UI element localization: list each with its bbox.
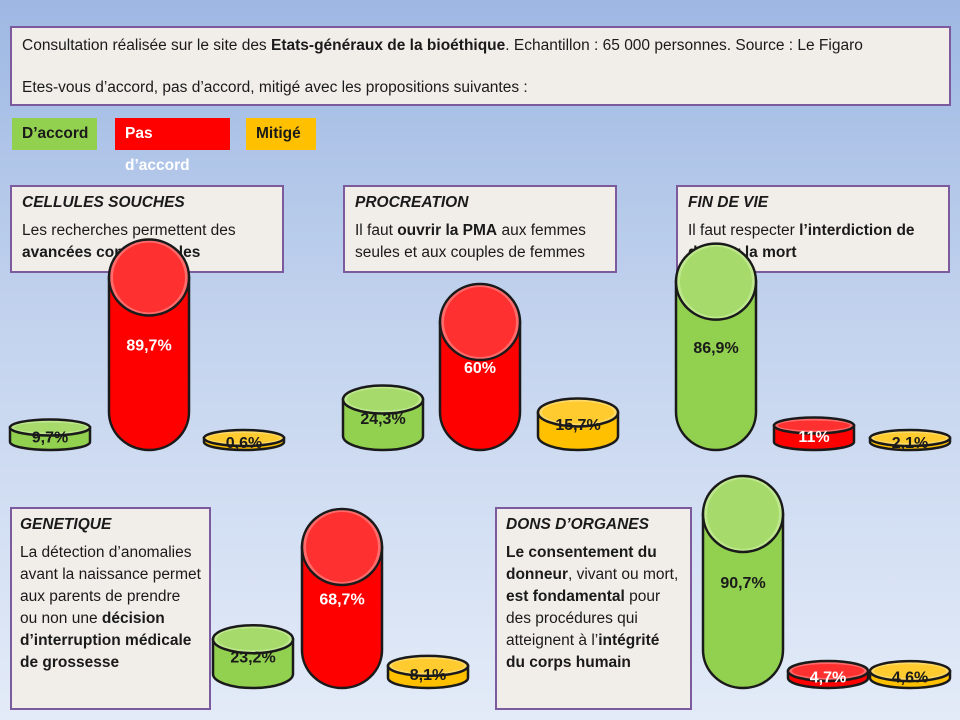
panel-category: CELLULES SOUCHES [22, 194, 185, 211]
legend-mitige: Mitigé [246, 118, 316, 150]
cylinder-genetique-pas-daccord: 68,7% [300, 507, 384, 690]
cylinder-cellules-pas-daccord: 89,7% [107, 238, 191, 452]
cylinder-top-inner [14, 422, 86, 433]
cylinder-top-inner [113, 242, 185, 313]
panel-category: DONS D’ORGANES [506, 516, 649, 533]
panel-text: Le consentement du donneur, vivant ou mo… [506, 544, 679, 671]
cylinder-body [701, 512, 785, 690]
cylinder-body [107, 276, 191, 452]
cylinder-top-inner [392, 658, 464, 673]
cylinder-top-inner [347, 388, 419, 411]
cylinder-procreation-pas-daccord: 60% [438, 282, 522, 452]
data-label-pas-daccord: 89,7% [126, 338, 171, 355]
cylinder-top-inner [217, 628, 289, 651]
cylinder-top-inner [542, 401, 614, 424]
cylinder-top-inner [874, 664, 946, 679]
legend-pas-daccord: Pas d’accord [115, 118, 230, 174]
header-box: Consultation réalisée sur le site des Et… [10, 26, 951, 106]
panel-dons-organes: DONS D’ORGANES Le consentement du donneu… [495, 507, 692, 710]
data-label-mitige: 4,6% [892, 670, 928, 687]
data-label-mitige: 2,1% [892, 435, 928, 452]
panel-genetique: GENETIQUE La détection d’anomalies avant… [10, 507, 211, 710]
data-label-daccord: 9,7% [32, 430, 68, 447]
panel-text: Il faut ouvrir la PMA aux femmes seules … [355, 222, 586, 261]
cylinder-cellules-daccord: 9,7% [8, 418, 92, 452]
panel-text: La détection d’anomalies avant la naissa… [20, 544, 201, 671]
cylinder-top-inner [707, 478, 779, 549]
data-label-pas-daccord: 11% [798, 429, 829, 446]
cylinder-genetique-daccord: 23,2% [211, 623, 295, 690]
cylinder-dons-daccord: 90,7% [701, 474, 785, 690]
cylinder-body [300, 545, 384, 690]
cylinder-cellules-mitige: 0,6% [202, 428, 286, 452]
cylinder-procreation-mitige: 15,7% [536, 397, 620, 452]
chart-procreation: 24,3% 60% 15,7% [341, 282, 620, 452]
cylinder-body [674, 280, 758, 452]
chart-dons: 90,7% 4,7% 4,6% [701, 474, 952, 690]
cylinder-top-inner [874, 433, 946, 443]
cylinder-top-inner [208, 433, 280, 443]
data-label-daccord: 23,2% [230, 650, 275, 667]
panel-procreation: PROCREATION Il faut ouvrir la PMA aux fe… [343, 185, 617, 273]
cylinder-dons-pas-daccord: 4,7% [786, 659, 870, 690]
data-label-pas-daccord: 68,7% [319, 591, 364, 608]
cylinder-fin-de-vie-pas-daccord: 11% [772, 416, 856, 452]
data-label-daccord: 24,3% [360, 411, 405, 428]
cylinder-top-inner [306, 511, 378, 582]
cylinder-fin-de-vie-daccord: 86,9% [674, 242, 758, 452]
cylinder-top-inner [792, 663, 864, 678]
data-label-mitige: 0,6% [226, 435, 262, 452]
data-label-daccord: 90,7% [720, 575, 765, 592]
chart-fin-de-vie: 86,9% 11% 2,1% [674, 242, 952, 452]
data-label-mitige: 8,1% [410, 667, 446, 684]
cylinder-fin-de-vie-mitige: 2,1% [868, 428, 952, 452]
cylinder-top-inner [778, 420, 850, 431]
data-label-mitige: 15,7% [555, 417, 600, 434]
panel-category: GENETIQUE [20, 516, 112, 533]
cylinder-procreation-daccord: 24,3% [341, 384, 425, 452]
data-label-daccord: 86,9% [693, 340, 738, 357]
panel-category: PROCREATION [355, 194, 469, 211]
data-label-pas-daccord: 4,7% [810, 669, 846, 686]
chart-genetique: 23,2% 68,7% 8,1% [211, 507, 470, 690]
header-line2: Etes-vous d’accord, pas d’accord, mitigé… [22, 79, 528, 96]
chart-cellules: 9,7% 89,7% 0,6% [8, 238, 286, 452]
panel-category: FIN DE VIE [688, 194, 769, 211]
header-line1: Consultation réalisée sur le site des Et… [22, 37, 863, 54]
data-label-pas-daccord: 60% [464, 360, 496, 377]
cylinder-top-inner [444, 287, 516, 357]
cylinder-top-inner [680, 246, 752, 317]
cylinder-genetique-mitige: 8,1% [386, 654, 470, 690]
legend-daccord: D’accord [12, 118, 97, 150]
cylinder-dons-mitige: 4,6% [868, 659, 952, 690]
